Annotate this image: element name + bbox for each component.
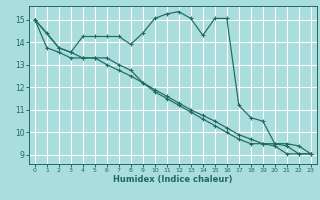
X-axis label: Humidex (Indice chaleur): Humidex (Indice chaleur) xyxy=(113,175,233,184)
